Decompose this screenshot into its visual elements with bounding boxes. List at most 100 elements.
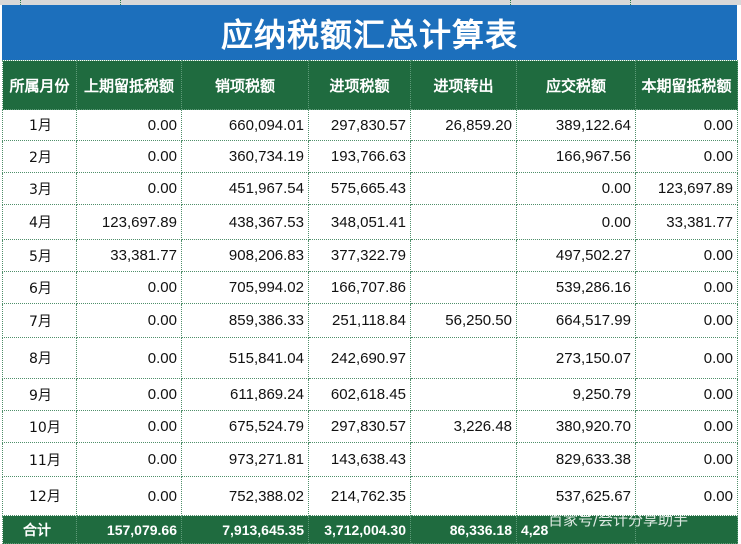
input-transfer-cell[interactable] xyxy=(410,271,517,304)
prev-credit-cell[interactable]: 0.00 xyxy=(76,337,182,379)
input-tax-cell[interactable]: 602,618.45 xyxy=(308,378,411,411)
current-credit-cell[interactable]: 33,381.77 xyxy=(635,204,738,240)
table-row: 8月 0.00 515,841.04 242,690.97 273,150.07 0.00 xyxy=(2,337,738,379)
payable-cell[interactable]: 829,633.38 xyxy=(516,442,636,477)
output-tax-cell[interactable]: 611,869.24 xyxy=(181,378,309,411)
input-tax-cell[interactable]: 297,830.57 xyxy=(308,410,411,443)
sheet-title[interactable]: 应纳税额汇总计算表 xyxy=(2,5,737,60)
prev-credit-cell[interactable]: 0.00 xyxy=(76,140,182,173)
month-cell[interactable]: 11月 xyxy=(2,442,77,477)
input-tax-cell[interactable]: 348,051.41 xyxy=(308,204,411,240)
output-tax-cell[interactable]: 973,271.81 xyxy=(181,442,309,477)
header-cell-current-credit[interactable]: 本期留抵税额 xyxy=(635,60,738,110)
header-cell-output-tax[interactable]: 销项税额 xyxy=(181,60,309,110)
month-cell[interactable]: 10月 xyxy=(2,410,77,443)
table-row: 5月 33,381.77 908,206.83 377,322.79 497,502.2… xyxy=(2,239,738,272)
payable-cell[interactable]: 166,967.56 xyxy=(516,140,636,173)
input-transfer-cell[interactable]: 3,226.48 xyxy=(410,410,517,443)
payable-cell[interactable]: 497,502.27 xyxy=(516,239,636,272)
prev-credit-cell[interactable]: 0.00 xyxy=(76,378,182,411)
output-tax-cell[interactable]: 675,524.79 xyxy=(181,410,309,443)
month-cell[interactable]: 1月 xyxy=(2,109,77,141)
input-tax-cell[interactable]: 297,830.57 xyxy=(308,109,411,141)
prev-credit-cell[interactable]: 0.00 xyxy=(76,442,182,477)
payable-cell[interactable]: 9,250.79 xyxy=(516,378,636,411)
input-tax-cell[interactable]: 214,762.35 xyxy=(308,476,411,516)
month-cell[interactable]: 6月 xyxy=(2,271,77,304)
payable-cell[interactable]: 389,122.64 xyxy=(516,109,636,141)
prev-credit-cell[interactable]: 33,381.77 xyxy=(76,239,182,272)
input-tax-cell[interactable]: 166,707.86 xyxy=(308,271,411,304)
prev-credit-cell[interactable]: 0.00 xyxy=(76,476,182,516)
output-tax-cell[interactable]: 908,206.83 xyxy=(181,239,309,272)
output-tax-cell[interactable]: 705,994.02 xyxy=(181,271,309,304)
header-cell-input-tax[interactable]: 进项税额 xyxy=(308,60,411,110)
prev-credit-cell[interactable]: 0.00 xyxy=(76,172,182,205)
input-transfer-cell[interactable] xyxy=(410,204,517,240)
prev-credit-cell[interactable]: 0.00 xyxy=(76,109,182,141)
payable-cell[interactable]: 380,920.70 xyxy=(516,410,636,443)
month-cell[interactable]: 3月 xyxy=(2,172,77,205)
current-credit-cell[interactable]: 0.00 xyxy=(635,303,738,338)
input-transfer-cell[interactable] xyxy=(410,140,517,173)
input-transfer-cell[interactable]: 56,250.50 xyxy=(410,303,517,338)
current-credit-cell[interactable]: 0.00 xyxy=(635,476,738,516)
totals-prev-credit[interactable]: 157,079.66 xyxy=(76,515,182,544)
current-credit-cell[interactable]: 0.00 xyxy=(635,442,738,477)
month-cell[interactable]: 4月 xyxy=(2,204,77,240)
input-transfer-cell[interactable] xyxy=(410,239,517,272)
output-tax-cell[interactable]: 438,367.53 xyxy=(181,204,309,240)
prev-credit-cell[interactable]: 0.00 xyxy=(76,271,182,304)
output-tax-cell[interactable]: 360,734.19 xyxy=(181,140,309,173)
output-tax-cell[interactable]: 859,386.33 xyxy=(181,303,309,338)
current-credit-cell[interactable]: 0.00 xyxy=(635,271,738,304)
month-cell[interactable]: 5月 xyxy=(2,239,77,272)
output-tax-cell[interactable]: 451,967.54 xyxy=(181,172,309,205)
header-cell-payable[interactable]: 应交税额 xyxy=(516,60,636,110)
totals-output-tax[interactable]: 7,913,645.35 xyxy=(181,515,309,544)
input-transfer-cell[interactable] xyxy=(410,476,517,516)
table-row: 3月 0.00 451,967.54 575,665.43 0.00 123,697.89 xyxy=(2,172,738,205)
input-transfer-cell[interactable] xyxy=(410,442,517,477)
totals-input-tax[interactable]: 3,712,004.30 xyxy=(308,515,411,544)
current-credit-cell[interactable]: 0.00 xyxy=(635,337,738,379)
output-tax-cell[interactable]: 660,094.01 xyxy=(181,109,309,141)
month-cell[interactable]: 7月 xyxy=(2,303,77,338)
input-transfer-cell[interactable]: 26,859.20 xyxy=(410,109,517,141)
prev-credit-cell[interactable]: 0.00 xyxy=(76,410,182,443)
input-tax-cell[interactable]: 575,665.43 xyxy=(308,172,411,205)
totals-label[interactable]: 合计 xyxy=(2,515,77,544)
input-tax-cell[interactable]: 251,118.84 xyxy=(308,303,411,338)
current-credit-cell[interactable]: 0.00 xyxy=(635,140,738,173)
header-cell-prev-credit[interactable]: 上期留抵税额 xyxy=(76,60,182,110)
current-credit-cell[interactable]: 123,697.89 xyxy=(635,172,738,205)
totals-input-transfer[interactable]: 86,336.18 xyxy=(410,515,517,544)
input-transfer-cell[interactable] xyxy=(410,378,517,411)
current-credit-cell[interactable]: 0.00 xyxy=(635,378,738,411)
payable-cell[interactable]: 539,286.16 xyxy=(516,271,636,304)
output-tax-cell[interactable]: 515,841.04 xyxy=(181,337,309,379)
payable-cell[interactable]: 664,517.99 xyxy=(516,303,636,338)
output-tax-cell[interactable]: 752,388.02 xyxy=(181,476,309,516)
month-cell[interactable]: 2月 xyxy=(2,140,77,173)
header-cell-input-transfer[interactable]: 进项转出 xyxy=(410,60,517,110)
prev-credit-cell[interactable]: 0.00 xyxy=(76,303,182,338)
input-tax-cell[interactable]: 193,766.63 xyxy=(308,140,411,173)
payable-cell[interactable]: 0.00 xyxy=(516,172,636,205)
input-transfer-cell[interactable] xyxy=(410,172,517,205)
input-tax-cell[interactable]: 143,638.43 xyxy=(308,442,411,477)
input-tax-cell[interactable]: 242,690.97 xyxy=(308,337,411,379)
header-cell-month[interactable]: 所属月份 xyxy=(2,60,77,110)
month-cell[interactable]: 8月 xyxy=(2,337,77,379)
current-credit-cell[interactable]: 0.00 xyxy=(635,109,738,141)
prev-credit-cell[interactable]: 123,697.89 xyxy=(76,204,182,240)
input-tax-cell[interactable]: 377,322.79 xyxy=(308,239,411,272)
month-cell[interactable]: 9月 xyxy=(2,378,77,411)
payable-cell[interactable]: 0.00 xyxy=(516,204,636,240)
input-transfer-cell[interactable] xyxy=(410,337,517,379)
payable-cell[interactable]: 273,150.07 xyxy=(516,337,636,379)
current-credit-cell[interactable]: 0.00 xyxy=(635,239,738,272)
current-credit-cell[interactable]: 0.00 xyxy=(635,410,738,443)
month-cell[interactable]: 12月 xyxy=(2,476,77,516)
